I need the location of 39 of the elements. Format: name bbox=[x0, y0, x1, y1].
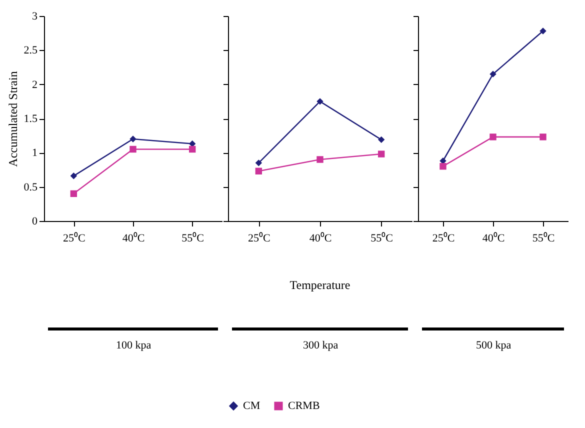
x-axis-title: 100 kpa bbox=[116, 340, 152, 352]
x-tick-label: 55⁰C bbox=[532, 232, 555, 244]
point bbox=[378, 150, 385, 158]
legend-label: CM bbox=[243, 400, 260, 412]
y-tick-label: 2 bbox=[32, 78, 38, 91]
point bbox=[540, 134, 546, 140]
point bbox=[255, 160, 262, 166]
x-tick-label: 40⁰C bbox=[309, 232, 332, 244]
point bbox=[490, 134, 496, 140]
point bbox=[130, 146, 136, 153]
x-axis-title: 500 kpa bbox=[476, 340, 512, 352]
y-tick-label: 0.5 bbox=[24, 181, 38, 194]
x-axis-title: 300 kpa bbox=[302, 340, 338, 352]
point bbox=[316, 98, 324, 105]
point bbox=[316, 156, 324, 163]
legend-label: CRMB bbox=[288, 400, 320, 412]
point bbox=[440, 162, 446, 170]
x-tick-label: 40⁰C bbox=[122, 232, 145, 244]
x-tick-label: 25⁰C bbox=[432, 232, 455, 244]
point bbox=[70, 190, 78, 198]
y-tick-label: 2.5 bbox=[24, 44, 38, 57]
y-tick-label: 1 bbox=[32, 147, 38, 160]
x-tick-label: 25⁰C bbox=[62, 232, 86, 244]
point bbox=[255, 168, 262, 174]
point bbox=[490, 70, 496, 78]
y-tick-label: 3 bbox=[32, 10, 38, 22]
x-tick-label: 25⁰C bbox=[248, 232, 270, 244]
point bbox=[188, 146, 196, 153]
y-tick-label: 0 bbox=[32, 216, 38, 228]
x-tick-label: 40⁰C bbox=[482, 232, 505, 244]
point bbox=[540, 28, 546, 34]
y-axis-title: Accumulated Strain bbox=[6, 71, 20, 167]
point bbox=[130, 136, 136, 142]
point bbox=[70, 172, 78, 180]
x-tick-label: 55⁰C bbox=[370, 232, 394, 244]
x-tick-label: 55⁰C bbox=[182, 232, 204, 244]
y-tick-label: 1.5 bbox=[24, 113, 38, 125]
text: Temperature bbox=[290, 278, 350, 292]
point bbox=[378, 136, 385, 144]
